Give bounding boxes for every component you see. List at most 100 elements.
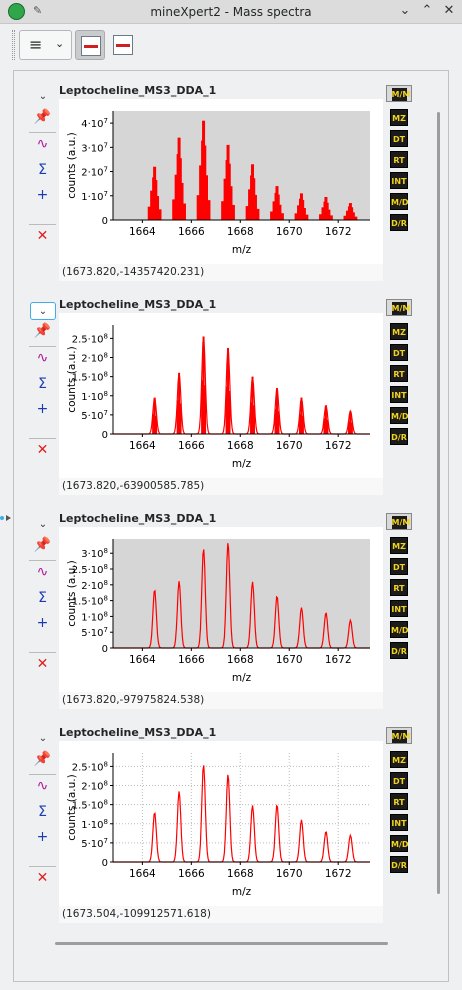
maximize-icon[interactable]: ⌃ bbox=[421, 3, 433, 18]
mz-icon[interactable]: MZ bbox=[390, 109, 408, 126]
y-tick-label: 2·107 bbox=[81, 166, 108, 179]
keep-y-range-button[interactable] bbox=[108, 30, 138, 60]
x-tick-label: 1666 bbox=[178, 868, 205, 880]
dt-rt-icon[interactable]: D/R bbox=[390, 428, 408, 445]
spectrum-bar bbox=[351, 212, 355, 220]
spectrum-bar bbox=[300, 397, 303, 434]
main-menu-button[interactable]: ≡ ⌄ bbox=[19, 30, 72, 60]
y-tick-label: 1·107 bbox=[81, 190, 108, 203]
single-spectrum-icon[interactable]: ∿ bbox=[29, 346, 56, 368]
sum-spectra-icon[interactable]: Σ bbox=[38, 162, 47, 178]
close-icon[interactable]: ✕ bbox=[29, 866, 56, 888]
horizontal-scrollbar[interactable] bbox=[55, 942, 388, 945]
close-icon[interactable]: ✕ bbox=[29, 224, 56, 246]
dt-rt-icon[interactable]: D/R bbox=[390, 214, 408, 231]
y-tick-label: 2.5·108 bbox=[72, 332, 108, 345]
int-icon[interactable]: INT bbox=[390, 172, 408, 189]
x-tick-label: 1666 bbox=[178, 440, 205, 452]
mass-spectrum-chart[interactable]: 1664 1666 1668 1670 1672 0 5·107 1·108 1.5·108 2·… bbox=[59, 527, 383, 701]
pin-icon[interactable]: 📌 bbox=[33, 537, 52, 553]
dt-icon[interactable]: DT bbox=[390, 344, 408, 361]
mz-to-mz-icon[interactable]: M/M bbox=[386, 727, 412, 744]
y-axis-label: counts (a.u.) bbox=[66, 132, 78, 198]
dt-rt-icon[interactable]: D/R bbox=[390, 856, 408, 873]
mz-dt-icon[interactable]: M/D bbox=[390, 407, 409, 424]
close-icon[interactable]: ✕ bbox=[29, 652, 56, 674]
add-spectra-icon[interactable]: + bbox=[36, 829, 49, 845]
pin-window-icon[interactable]: ✎ bbox=[33, 4, 43, 17]
add-spectra-icon[interactable]: + bbox=[36, 615, 49, 631]
single-spectrum-icon[interactable]: ∿ bbox=[29, 560, 56, 582]
rt-icon[interactable]: RT bbox=[390, 579, 408, 596]
pin-icon[interactable]: 📌 bbox=[33, 751, 52, 767]
sum-spectra-icon[interactable]: Σ bbox=[38, 590, 47, 606]
single-spectrum-icon[interactable]: ∿ bbox=[29, 132, 56, 154]
y-tick-label: 1.5·108 bbox=[72, 595, 108, 608]
mz-icon[interactable]: MZ bbox=[390, 751, 408, 768]
add-spectra-icon[interactable]: + bbox=[36, 401, 49, 417]
single-spectrum-icon[interactable]: ∿ bbox=[29, 774, 56, 796]
spectrum-bar bbox=[277, 411, 280, 434]
mz-dt-icon[interactable]: M/D bbox=[390, 621, 409, 638]
vertical-scrollbar[interactable] bbox=[437, 112, 440, 894]
int-icon[interactable]: INT bbox=[390, 814, 408, 831]
mass-spectrum-chart[interactable]: 1664 1666 1668 1670 1672 0 5·107 1·108 1.5·108 2·… bbox=[59, 313, 383, 487]
dt-icon[interactable]: DT bbox=[390, 130, 408, 147]
y-tick-label: 3·108 bbox=[81, 547, 108, 560]
rt-icon[interactable]: RT bbox=[390, 151, 408, 168]
y-axis-label: counts (a.u.) bbox=[66, 774, 78, 840]
mz-to-mz-icon[interactable]: M/M bbox=[386, 299, 412, 316]
toolbar-grip[interactable] bbox=[12, 30, 15, 60]
spectrum-bar bbox=[204, 385, 207, 434]
spectrum-bar bbox=[305, 214, 309, 220]
plot-widget: ⌄ Leptocheline_MS3_DDA_1 📌 ∿ Σ + ✕ 1664 1666 1668… bbox=[0, 84, 462, 298]
rt-icon[interactable]: RT bbox=[390, 365, 408, 382]
mz-dt-icon[interactable]: M/D bbox=[390, 835, 409, 852]
close-window-icon[interactable]: ✕ bbox=[443, 3, 455, 18]
spectrum-bar bbox=[250, 402, 253, 434]
spectrum-bar bbox=[343, 215, 347, 220]
spectrum-bar bbox=[176, 400, 179, 434]
pin-icon[interactable]: 📌 bbox=[33, 323, 52, 339]
sum-spectra-icon[interactable]: Σ bbox=[38, 376, 47, 392]
add-spectra-icon[interactable]: + bbox=[36, 187, 49, 203]
spectrum-bar bbox=[275, 388, 278, 434]
minimize-icon[interactable]: ⌄ bbox=[399, 3, 411, 18]
sum-spectra-icon[interactable]: Σ bbox=[38, 804, 47, 820]
y-tick-label: 0 bbox=[102, 216, 108, 227]
int-icon[interactable]: INT bbox=[390, 386, 408, 403]
current-plot-marker bbox=[0, 515, 11, 521]
collapse-plot-button[interactable]: ⌄ bbox=[38, 91, 48, 102]
spectrum-bar bbox=[227, 347, 230, 434]
pin-icon[interactable]: 📌 bbox=[33, 109, 52, 125]
collapse-plot-button[interactable]: ⌄ bbox=[30, 302, 56, 320]
int-icon[interactable]: INT bbox=[390, 600, 408, 617]
dt-rt-icon[interactable]: D/R bbox=[390, 642, 408, 659]
keep-x-range-button[interactable] bbox=[75, 30, 105, 60]
spectrum-bar bbox=[158, 209, 162, 220]
spectrum-bar bbox=[323, 418, 326, 434]
x-tick-label: 1668 bbox=[227, 868, 254, 880]
x-tick-label: 1672 bbox=[325, 440, 352, 452]
spectrum-bar bbox=[319, 214, 323, 220]
dt-icon[interactable]: DT bbox=[390, 772, 408, 789]
mz-to-mz-icon[interactable]: M/M bbox=[386, 513, 412, 530]
x-tick-label: 1668 bbox=[227, 440, 254, 452]
spectrum-bar bbox=[180, 182, 184, 220]
spectrum-bar bbox=[350, 422, 353, 434]
close-icon[interactable]: ✕ bbox=[29, 438, 56, 460]
spectrum-bar bbox=[178, 372, 181, 434]
mz-icon[interactable]: MZ bbox=[390, 537, 408, 554]
collapse-plot-button[interactable]: ⌄ bbox=[38, 733, 48, 744]
plot-widget: ⌄ Leptocheline_MS3_DDA_1 📌 ∿ Σ + ✕ 1664 1666 1668… bbox=[0, 298, 462, 512]
rt-icon[interactable]: RT bbox=[390, 793, 408, 810]
mass-spectrum-chart[interactable]: 1664 1666 1668 1670 1672 0 5·107 1·108 1.5·108 2·… bbox=[59, 741, 383, 915]
mz-icon[interactable]: MZ bbox=[390, 323, 408, 340]
collapse-plot-button[interactable]: ⌄ bbox=[38, 519, 48, 530]
mz-dt-icon[interactable]: M/D bbox=[390, 193, 409, 210]
mz-to-mz-icon[interactable]: M/M bbox=[386, 85, 412, 102]
dt-icon[interactable]: DT bbox=[390, 558, 408, 575]
mass-spectrum-chart[interactable]: 1664 1666 1668 1670 1672 0 1·107 2·107 3·107 4·10… bbox=[59, 99, 383, 273]
spectrum-bar bbox=[153, 397, 156, 434]
x-tick-label: 1664 bbox=[129, 440, 156, 452]
